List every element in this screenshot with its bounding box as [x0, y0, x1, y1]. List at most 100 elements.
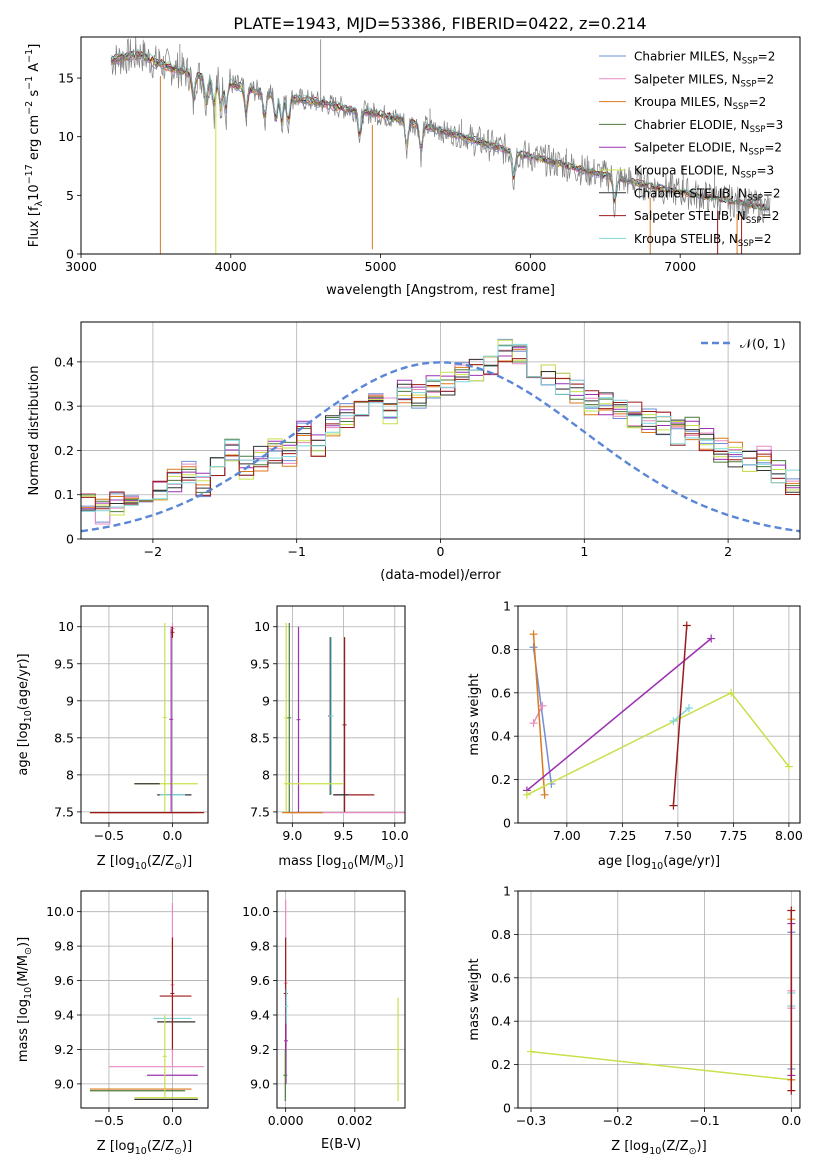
legend-entry: Salpeter STELIB, NSSP=2: [634, 209, 779, 226]
mass-weight-vs-Z-x-axis-label: Z [log10(Z/Z⊙)]: [611, 1139, 706, 1157]
mass-weight-point: [522, 790, 531, 799]
mass-weight-point: [529, 719, 538, 728]
mass-weight-point: [682, 621, 691, 630]
plot-frame: [80, 890, 209, 1109]
y-tick-label: 1: [503, 599, 511, 614]
mass-weight-point: [538, 701, 547, 710]
age-vs-Z-panel: −0.5 0.0 7.5 8 8.5 9 9.5 10 Z [log10(Z/Z⊙)] age […: [16, 605, 209, 872]
y-tick-label: 0.1: [54, 487, 74, 502]
model-spectrum-line: [110, 50, 770, 211]
y-tick-label: 0: [66, 247, 74, 262]
x-tick-label: 9.0: [282, 828, 302, 843]
y-tick-label: 9.8: [250, 939, 270, 954]
normal-curve: [81, 361, 800, 533]
y-tick-label: 0.8: [491, 927, 511, 942]
y-tick-label: 8: [66, 767, 74, 782]
residuals-panel: −2 −1 0 1 2 0 0.1 0.2 0.3 0.4 (data-model)/error No…: [27, 321, 801, 583]
y-tick-label: 9: [262, 693, 270, 708]
residuals-legend: 𝒩(0, 1): [701, 336, 786, 351]
x-tick-label: 5000: [365, 259, 397, 274]
residuals-x-axis-label: (data-model)/error: [380, 568, 501, 583]
age-vs-mass-marks: [282, 623, 405, 814]
x-tick-label: 0.002: [337, 1113, 373, 1128]
mass-vs-ebv-panel: 0.000 0.002 9.0 9.2 9.4 9.6 9.8 10.0 E(B-V): [242, 890, 406, 1152]
y-tick-label: 0.2: [54, 443, 74, 458]
mass-vs-ebv-marks: [283, 899, 401, 1102]
mass-vs-Z-x-axis-label: Z [log10(Z/Z⊙)]: [97, 1139, 192, 1157]
spectrum-marks: [110, 37, 771, 254]
y-tick-label: 9: [66, 693, 74, 708]
y-tick-label: 7.5: [54, 804, 74, 819]
y-tick-label: 8.5: [54, 730, 74, 745]
age-vs-Z-marks: [89, 623, 205, 814]
residual-histogram: [81, 338, 800, 523]
plot-frame: [276, 605, 406, 824]
x-tick-label: 3000: [65, 259, 97, 274]
y-tick-label: 8.5: [250, 730, 270, 745]
legend-entry: Salpeter MILES, NSSP=2: [634, 72, 774, 89]
mass-vs-Z-y-axis-label: mass [log10(M/M⊙)]: [16, 937, 34, 1062]
y-tick-label: 10: [58, 129, 74, 144]
mass-weight-point: [684, 703, 693, 712]
legend-entry: Chabrier STELIB, NSSP=2: [634, 186, 781, 203]
y-tick-label: 10: [254, 619, 270, 634]
plot-frame: [517, 605, 801, 824]
mass-weight-line: [672, 625, 688, 806]
mass-vs-Z-panel: −0.5 0.0 9.0 9.2 9.4 9.6 9.8 10.0 Z [log10(Z/Z⊙)…: [16, 890, 209, 1157]
model-spectrum-line: [110, 48, 770, 210]
legend-entry: Chabrier ELODIE, NSSP=3: [634, 118, 783, 135]
x-tick-label: 7.25: [608, 828, 636, 843]
figure-title: PLATE=1943, MJD=53386, FIBERID=0422, z=0…: [233, 14, 646, 33]
mass-weight-vs-age-marks: [522, 621, 793, 810]
mass-weight-point: [787, 906, 796, 915]
y-tick-label: 0.8: [491, 642, 511, 657]
y-tick-label: 9.0: [250, 1076, 270, 1091]
mass-vs-Z-marks: [89, 903, 205, 1100]
mass-weight-line: [526, 637, 712, 792]
age-vs-mass-panel: 9.0 9.5 10.0 7.5 8 8.5 9 9.5 10 mass [log10(M/M⊙)…: [250, 605, 409, 872]
mass-weight-vs-Z-y-axis-label: mass weight: [467, 958, 482, 1040]
mass-weight-point: [787, 1086, 796, 1095]
x-tick-label: −0.5: [94, 828, 124, 843]
y-tick-label: 10: [58, 619, 74, 634]
age-vs-Z-y-axis-label: age [log10(age/yr)]: [16, 653, 34, 775]
y-tick-label: 8: [262, 767, 270, 782]
mass-weight-point: [669, 801, 678, 810]
mass-weight-line: [672, 707, 690, 722]
mass-weight-line: [532, 705, 544, 724]
plot-frame: [80, 605, 209, 824]
x-tick-label: 0.000: [268, 1113, 304, 1128]
mass-weight-vs-age-y-axis-label: mass weight: [467, 673, 482, 755]
spectrum-legend: Chabrier MILES, NSSP=2 Salpeter MILES, NS…: [599, 50, 783, 249]
y-tick-label: 1: [503, 884, 511, 899]
mass-vs-ebv-x-axis-label: E(B-V): [321, 1137, 361, 1152]
y-tick-label: 0.3: [54, 399, 74, 414]
x-tick-label: 7.75: [719, 828, 747, 843]
legend-entry: 𝒩(0, 1): [740, 336, 786, 351]
legend-entry: Kroupa ELODIE, NSSP=3: [634, 164, 774, 181]
residual-histogram: [81, 349, 800, 508]
plot-frame: [517, 890, 801, 1109]
x-tick-label: 0.0: [781, 1113, 801, 1128]
y-tick-label: 15: [58, 71, 74, 86]
plot-frame: [276, 890, 406, 1109]
x-tick-label: 0.0: [162, 828, 182, 843]
x-tick-label: −0.2: [603, 1113, 633, 1128]
mass-weight-point: [727, 688, 736, 697]
legend-entry: Salpeter ELODIE, NSSP=2: [634, 141, 782, 158]
x-tick-label: −0.3: [516, 1113, 546, 1128]
observed-spectrum-line: [110, 37, 771, 224]
y-tick-label: 9.5: [250, 656, 270, 671]
y-tick-label: 0: [66, 532, 74, 547]
age-vs-mass-x-axis-label: mass [log10(M/M⊙)]: [278, 854, 403, 872]
y-tick-label: 0.6: [491, 685, 511, 700]
mass-weight-point: [527, 1047, 536, 1056]
legend-entry: Kroupa MILES, NSSP=2: [634, 95, 766, 112]
x-tick-label: −0.1: [689, 1113, 719, 1128]
mass-weight-vs-age-panel: 7.00 7.25 7.50 7.75 8.00 0 0.2 0.4 0.6 0.8 1 age [l…: [467, 599, 803, 873]
y-tick-label: 10.0: [46, 904, 74, 919]
mass-weight-point: [669, 717, 678, 726]
y-tick-label: 9.8: [54, 939, 74, 954]
residuals-marks: [81, 338, 800, 533]
